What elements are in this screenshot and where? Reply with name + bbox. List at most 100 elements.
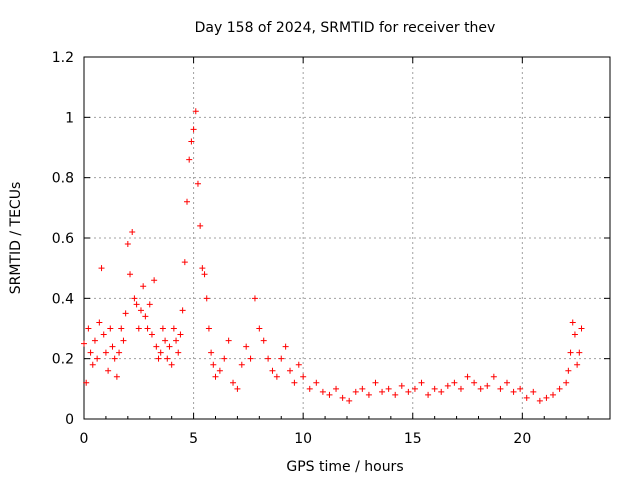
data-point [216, 367, 223, 374]
data-point [346, 397, 353, 404]
data-point [212, 373, 219, 380]
data-point [113, 373, 120, 380]
data-point [127, 271, 134, 278]
data-point [574, 361, 581, 368]
data-point [142, 313, 149, 320]
data-point [91, 337, 98, 344]
data-point [359, 385, 366, 392]
data-point [118, 325, 125, 332]
data-point [194, 180, 201, 187]
data-point [140, 283, 147, 290]
data-point [116, 349, 123, 356]
y-tick-label: 0 [65, 412, 74, 428]
data-point [173, 337, 180, 344]
data-point [273, 373, 280, 380]
data-point [438, 388, 445, 395]
data-point [471, 379, 478, 386]
data-point [153, 343, 160, 350]
data-point [523, 394, 530, 401]
data-point [135, 325, 142, 332]
data-point [162, 337, 169, 344]
data-point [87, 349, 94, 356]
data-point [208, 349, 215, 356]
data-point [120, 337, 127, 344]
data-point [571, 331, 578, 338]
y-tick-label: 0.2 [52, 352, 74, 368]
data-point [155, 355, 162, 362]
data-point [100, 331, 107, 338]
data-point [411, 385, 418, 392]
data-point [177, 331, 184, 338]
data-point [379, 388, 386, 395]
data-point [556, 385, 563, 392]
data-point [576, 349, 583, 356]
data-point [392, 391, 399, 398]
y-tick-label: 0.4 [52, 291, 74, 307]
data-point [129, 228, 136, 235]
x-tick-label: 10 [294, 431, 312, 447]
data-point [563, 379, 570, 386]
data-point [83, 379, 90, 386]
data-point [425, 391, 432, 398]
data-point [98, 265, 105, 272]
data-point [256, 325, 263, 332]
data-point [517, 385, 524, 392]
axis-ticks: 0 5 10 15 20 0 0.2 0.4 0.6 0.8 1 1.2 [52, 50, 611, 447]
data-point [326, 391, 333, 398]
data-point [398, 382, 405, 389]
data-point [109, 343, 116, 350]
data-point [89, 361, 96, 368]
data-points [81, 108, 585, 404]
x-tick-label: 20 [513, 431, 531, 447]
data-point [352, 388, 359, 395]
data-point [166, 343, 173, 350]
data-point [85, 325, 92, 332]
data-point [105, 367, 112, 374]
data-point [168, 361, 175, 368]
data-point [197, 222, 204, 229]
data-point [81, 340, 87, 347]
y-tick-label: 0.8 [52, 171, 74, 187]
data-point [225, 337, 232, 344]
data-point [137, 307, 144, 314]
data-point [291, 379, 298, 386]
data-point [210, 361, 217, 368]
data-point [295, 361, 302, 368]
data-point [385, 385, 392, 392]
data-point [184, 198, 191, 205]
x-tick-label: 15 [404, 431, 422, 447]
x-tick-label: 0 [80, 431, 89, 447]
data-point [497, 385, 504, 392]
data-point [179, 307, 186, 314]
data-point [175, 349, 182, 356]
data-point [133, 301, 140, 308]
data-point [260, 337, 267, 344]
data-point [484, 382, 491, 389]
data-point [503, 379, 510, 386]
chart-title: Day 158 of 2024, SRMTID for receiver the… [195, 20, 496, 36]
data-point [251, 295, 258, 302]
data-point [477, 385, 484, 392]
data-point [148, 331, 155, 338]
data-point [464, 373, 471, 380]
data-point [306, 385, 313, 392]
data-point [569, 319, 576, 326]
data-point [94, 355, 101, 362]
data-point [96, 319, 103, 326]
data-point [157, 349, 164, 356]
data-point [205, 325, 212, 332]
data-point [282, 343, 289, 350]
data-point [188, 138, 195, 145]
data-point [300, 373, 307, 380]
data-point [146, 301, 153, 308]
data-point [510, 388, 517, 395]
data-point [151, 277, 158, 284]
y-tick-label: 1.2 [52, 50, 74, 66]
data-point [319, 388, 326, 395]
data-point [287, 367, 294, 374]
data-point [530, 388, 537, 395]
data-point [201, 271, 208, 278]
data-point [536, 397, 543, 404]
data-point [203, 295, 210, 302]
